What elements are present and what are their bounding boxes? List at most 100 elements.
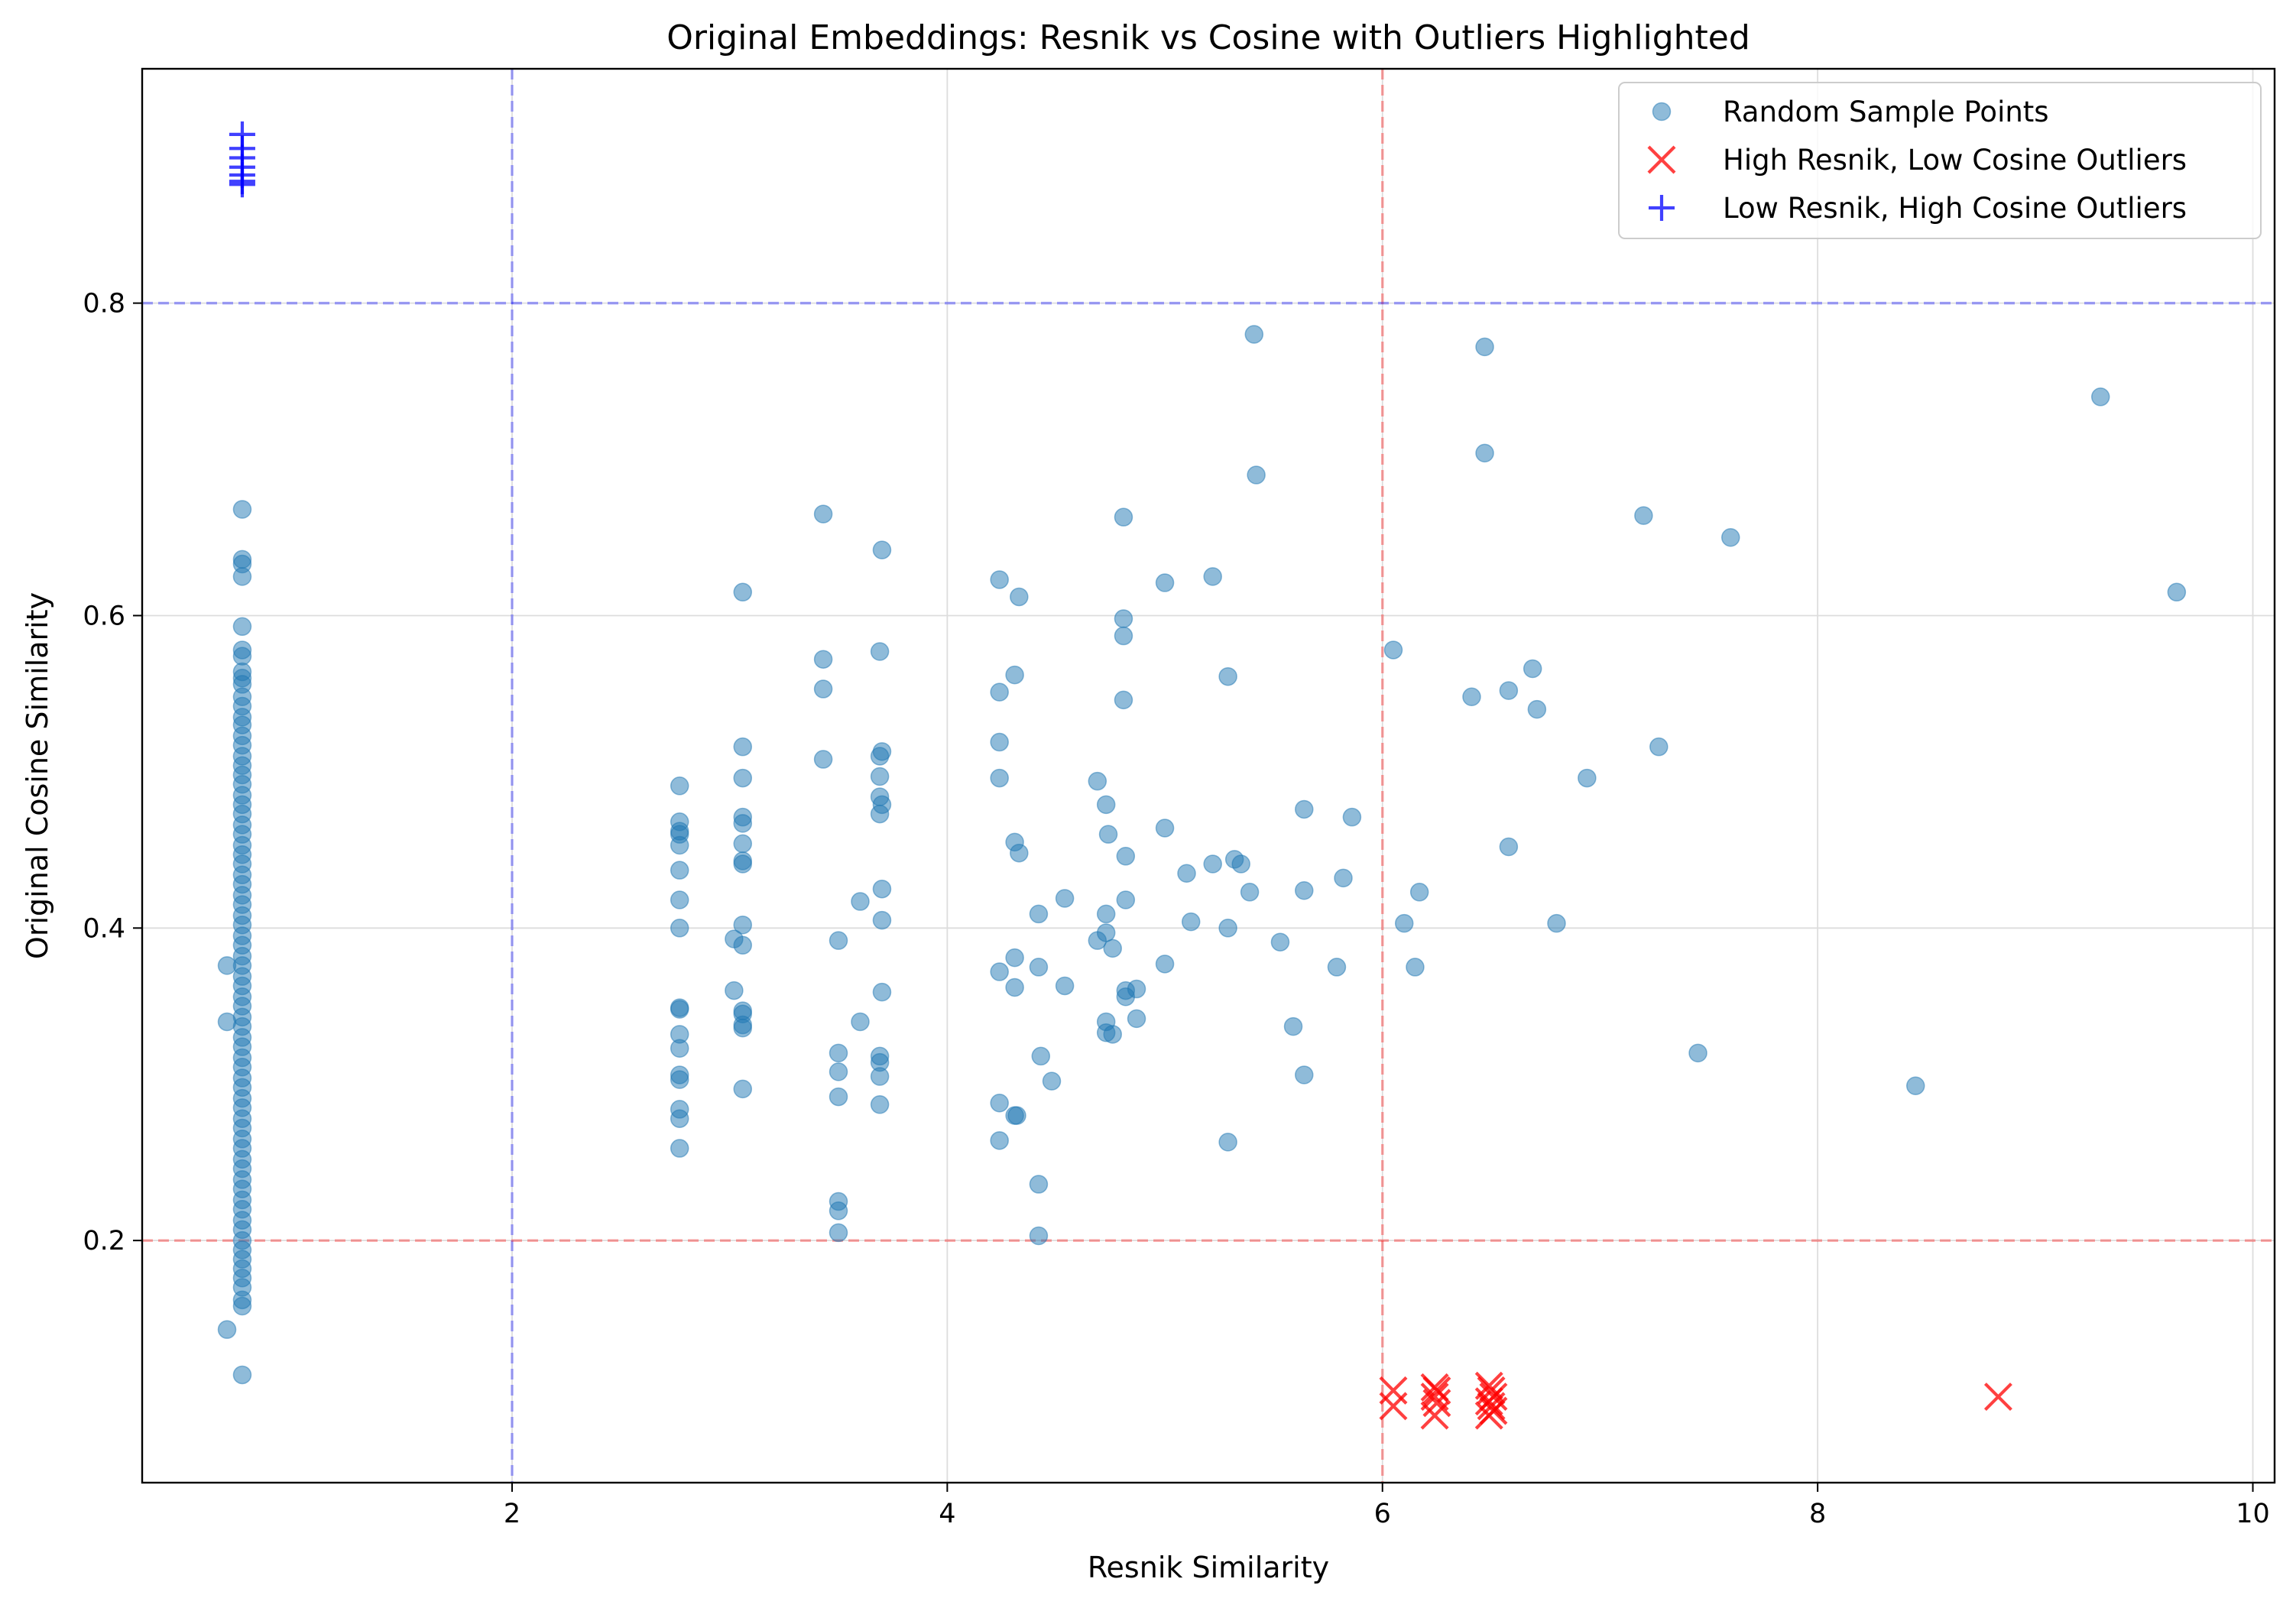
- sample-point: [1342, 807, 1362, 827]
- sample-point: [872, 982, 892, 1002]
- sample-point: [670, 861, 689, 880]
- sample-point: [1155, 955, 1175, 974]
- sample-point: [1029, 1226, 1049, 1246]
- sample-point: [1010, 843, 1029, 863]
- sample-point: [1116, 847, 1136, 866]
- sample-point: [990, 962, 1009, 981]
- sample-point: [872, 910, 892, 930]
- sample-point: [232, 567, 252, 586]
- sample-point: [1042, 1071, 1062, 1091]
- sample-point: [1031, 1046, 1051, 1066]
- sample-point: [1394, 913, 1414, 933]
- sample-point: [1218, 919, 1237, 938]
- high-resnik-outlier-marker: [1422, 1389, 1451, 1418]
- sample-point: [232, 1365, 252, 1385]
- sample-point: [851, 1012, 870, 1032]
- sample-point: [670, 890, 689, 909]
- sample-point: [1475, 443, 1494, 463]
- sample-point: [1103, 939, 1122, 958]
- high-resnik-outlier-marker: [1379, 1392, 1408, 1421]
- sample-point: [232, 647, 252, 666]
- sample-point: [670, 1039, 689, 1058]
- sample-point: [1578, 768, 1597, 788]
- sample-point: [1114, 690, 1133, 710]
- legend-marker-circle: [1652, 102, 1672, 122]
- sample-point: [1088, 771, 1107, 791]
- sample-point: [1114, 609, 1133, 628]
- sample-point: [1114, 507, 1133, 527]
- high-resnik-outlier-marker: [1474, 1401, 1503, 1430]
- sample-point: [2090, 387, 2110, 407]
- sample-point: [1005, 948, 1024, 968]
- sample-point: [990, 682, 1009, 702]
- sample-point: [1005, 665, 1024, 685]
- sample-point: [813, 750, 833, 769]
- high-resnik-outlier-marker: [1477, 1392, 1506, 1421]
- sample-point: [217, 1320, 237, 1339]
- sample-point: [1029, 958, 1049, 977]
- sample-point: [1721, 528, 1740, 547]
- sample-point: [670, 1070, 689, 1089]
- sample-point: [829, 931, 848, 950]
- x-axis-label: Resnik Similarity: [1088, 1551, 1329, 1584]
- sample-point: [1295, 799, 1314, 819]
- x-tick-label: 10: [2236, 1499, 2270, 1529]
- sample-point: [1462, 687, 1481, 707]
- x-tick-label: 4: [939, 1499, 955, 1529]
- sample-point: [733, 834, 753, 854]
- sample-point: [1547, 913, 1566, 933]
- sample-point: [1155, 573, 1175, 592]
- sample-point: [1055, 976, 1075, 996]
- sample-point: [990, 570, 1009, 589]
- sample-point: [870, 1067, 890, 1086]
- high-resnik-outlier-marker: [1474, 1387, 1503, 1416]
- legend-entry-label: Low Resnik, High Cosine Outliers: [1723, 192, 2187, 225]
- sample-point: [1116, 890, 1136, 909]
- sample-point: [1103, 1025, 1122, 1044]
- sample-point: [870, 747, 890, 766]
- sample-point: [829, 1223, 848, 1243]
- sample-point: [733, 1079, 753, 1099]
- sample-point: [232, 617, 252, 637]
- sample-point: [1029, 904, 1049, 924]
- sample-point: [990, 1131, 1009, 1150]
- sample-point: [870, 1095, 890, 1114]
- sample-point: [1127, 979, 1146, 999]
- x-tick-label: 2: [504, 1499, 520, 1529]
- sample-point: [1327, 958, 1347, 977]
- sample-point: [1634, 506, 1653, 525]
- sample-point: [1906, 1076, 1925, 1096]
- grid-lines: [142, 69, 2275, 1483]
- sample-point: [851, 892, 870, 911]
- axis-ticks: 2 4 6 8 10 0.2 0.4 0.6 0.8: [83, 289, 2269, 1529]
- sample-point: [217, 956, 237, 975]
- x-tick-label: 8: [1809, 1499, 1826, 1529]
- sample-point: [670, 1139, 689, 1158]
- sample-point: [1295, 1065, 1314, 1084]
- sample-point: [1270, 932, 1290, 952]
- sample-point: [1383, 640, 1403, 660]
- sample-point: [990, 1094, 1009, 1113]
- sample-point: [1096, 923, 1116, 942]
- legend-box: [1618, 82, 2262, 239]
- sample-point: [1475, 337, 1494, 357]
- x-tick-label: 6: [1374, 1499, 1391, 1529]
- legend: Random Sample Points High Resnik, Low Cos…: [1618, 82, 2262, 239]
- sample-point: [1499, 681, 1519, 700]
- sample-point: [232, 1296, 252, 1316]
- sample-point: [1155, 819, 1175, 838]
- sample-point: [1247, 465, 1266, 485]
- legend-marker-plus: [1649, 195, 1675, 221]
- sample-point: [1688, 1043, 1707, 1063]
- sample-point: [1527, 699, 1547, 719]
- sample-point: [1499, 837, 1519, 857]
- sample-point: [1114, 626, 1133, 646]
- sample-point: [1244, 325, 1264, 344]
- legend-entry-label: High Resnik, Low Cosine Outliers: [1723, 144, 2187, 177]
- sample-point: [813, 679, 833, 699]
- sample-point: [872, 540, 892, 559]
- sample-point: [733, 737, 753, 757]
- sample-point: [813, 504, 833, 524]
